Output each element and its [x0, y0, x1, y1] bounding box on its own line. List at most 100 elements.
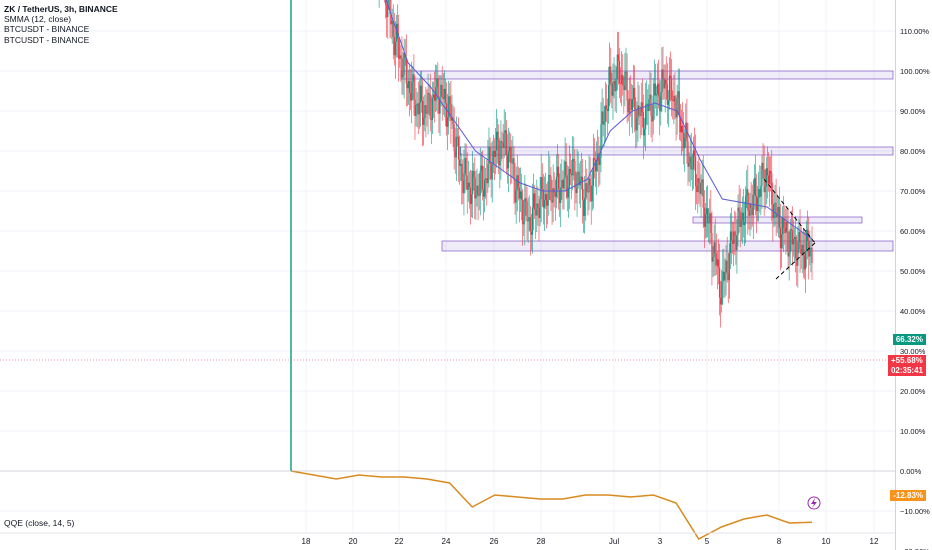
- candle-body: [713, 242, 715, 258]
- candle-body: [555, 176, 557, 197]
- comparison-label-1[interactable]: BTCUSDT - BINANCE: [4, 24, 90, 35]
- x-tick-label: 12: [870, 537, 879, 546]
- candle-body: [431, 97, 433, 121]
- candle-body: [681, 125, 684, 133]
- x-tick-label: 24: [442, 537, 451, 546]
- candle-body: [565, 161, 567, 176]
- candle-body: [700, 182, 702, 194]
- candle-body: [559, 189, 561, 204]
- comparison-label-2[interactable]: BTCUSDT - BINANCE: [4, 34, 90, 45]
- candle-body: [414, 99, 416, 117]
- candle-body: [562, 179, 564, 189]
- qqe-indicator-label[interactable]: QQE (close, 14, 5): [4, 518, 75, 528]
- last-price-value: +55.68%: [890, 356, 923, 365]
- candle-body: [771, 173, 773, 205]
- candle-body: [753, 178, 755, 195]
- candle-body: [479, 170, 481, 196]
- candle-body: [745, 195, 747, 223]
- candle-body: [712, 257, 714, 262]
- symbol-title[interactable]: ZK / TetherUS, 3h, BINANCE: [4, 4, 118, 14]
- candle-body: [670, 75, 672, 78]
- candle-body: [460, 163, 462, 166]
- candle-body: [596, 161, 598, 172]
- candle-body: [723, 271, 725, 281]
- y-tick-label: 80.00%: [900, 147, 926, 156]
- candle-body: [622, 74, 624, 86]
- candle-body: [715, 253, 717, 266]
- candle-body: [780, 234, 783, 249]
- candle-body: [580, 176, 583, 181]
- candle-body: [430, 119, 432, 121]
- candle-body: [398, 38, 400, 59]
- candle-body: [515, 190, 517, 203]
- candle-body: [630, 99, 633, 110]
- candle-body: [726, 260, 728, 274]
- candle-body: [741, 212, 743, 220]
- candle-body: [513, 158, 515, 180]
- candle-body: [585, 183, 587, 198]
- candle-body: [629, 98, 631, 100]
- candle-body: [391, 20, 393, 25]
- candle-body: [775, 202, 777, 218]
- candle-body: [518, 187, 521, 199]
- candle-body: [536, 203, 538, 216]
- candle-body: [805, 229, 808, 252]
- candle-body: [718, 267, 721, 298]
- candle-body: [458, 159, 461, 166]
- candle-body: [592, 157, 594, 186]
- candle-body: [481, 165, 484, 190]
- candle-body: [738, 207, 740, 212]
- candle-body: [731, 240, 734, 244]
- candle-body: [733, 231, 735, 244]
- candle-body: [691, 169, 693, 170]
- price-axis[interactable]: [895, 0, 932, 550]
- candle-body: [798, 231, 800, 243]
- price-axis-ticks: 230.00%220.00%210.00%200.00%190.00%180.0…: [900, 27, 930, 550]
- lightning-icon[interactable]: [807, 496, 821, 510]
- candle-body: [504, 130, 506, 134]
- candle-body: [754, 178, 757, 196]
- candle-body: [701, 179, 703, 183]
- candle-body: [407, 80, 410, 89]
- candle-body: [703, 207, 705, 227]
- candle-body: [722, 271, 724, 282]
- x-tick-label: 18: [302, 537, 311, 546]
- candle-body: [705, 208, 708, 215]
- candle-body: [737, 207, 739, 235]
- candle-body: [410, 92, 412, 101]
- candle-body: [416, 103, 418, 106]
- candle-body: [472, 170, 474, 195]
- bar-countdown: 02:35:41: [890, 365, 923, 375]
- candle-body: [740, 219, 742, 227]
- candle-body: [442, 97, 444, 99]
- candle-body: [617, 54, 619, 61]
- candle-body: [792, 238, 795, 245]
- candle-body: [611, 82, 613, 96]
- candle-body: [796, 258, 798, 266]
- candle-body: [385, 0, 387, 5]
- smma-label[interactable]: SMMA (12, close): [4, 14, 72, 25]
- candle-body: [649, 94, 651, 99]
- candle-body: [577, 171, 579, 173]
- candle-body: [454, 151, 456, 158]
- candle-body: [639, 115, 641, 117]
- candle-body: [511, 162, 513, 164]
- candle-body: [489, 146, 491, 164]
- candle-body: [538, 207, 540, 219]
- candle-body: [788, 252, 790, 257]
- candle-body: [642, 112, 645, 136]
- candle-body: [628, 98, 630, 113]
- grid: [0, 0, 895, 533]
- candle-body: [667, 100, 670, 105]
- candle-body: [679, 116, 681, 133]
- candle-body: [447, 117, 449, 127]
- candle-body: [710, 213, 712, 234]
- candle-body: [510, 146, 512, 163]
- candle-body: [520, 191, 523, 200]
- candle-body: [534, 193, 536, 210]
- candle-body: [544, 194, 547, 200]
- candle-body: [727, 273, 729, 281]
- candle-body: [399, 55, 401, 59]
- candle-body: [402, 75, 404, 78]
